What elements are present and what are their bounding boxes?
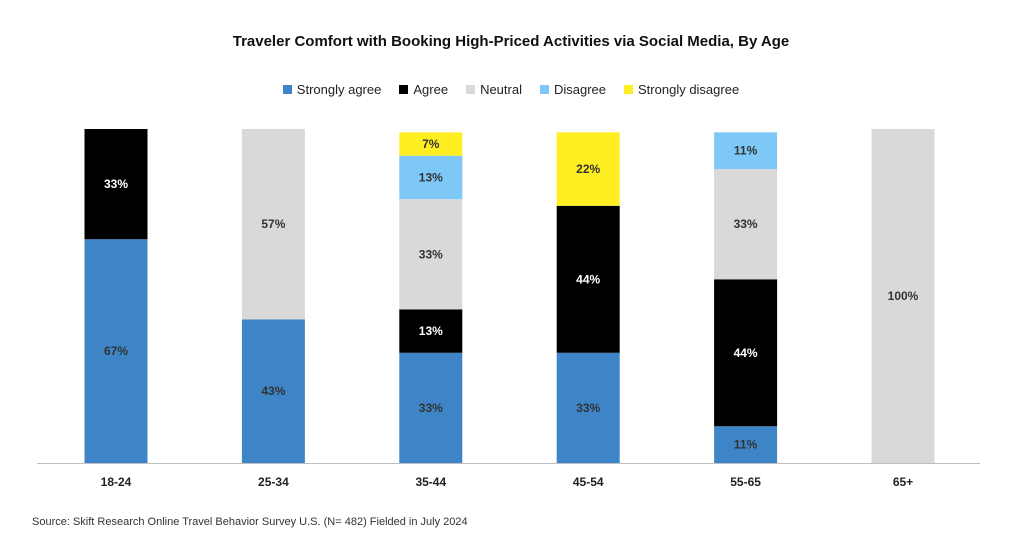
data-label: 33%	[419, 401, 443, 415]
bar-segment-strongly-agree-18-24	[84, 239, 148, 463]
legend-swatch	[399, 85, 409, 94]
legend-item-agree: Agree	[399, 82, 448, 97]
bar-segment-strongly-agree-25-34	[241, 319, 305, 463]
data-label: 13%	[419, 170, 443, 184]
data-label: 67%	[104, 344, 128, 358]
data-label: 33%	[104, 177, 128, 191]
legend-swatch	[624, 85, 634, 94]
data-label: 57%	[261, 217, 285, 231]
x-tick-label: 35-44	[415, 475, 446, 489]
bar-segment-neutral-55-65	[714, 169, 778, 280]
data-label: 100%	[888, 289, 919, 303]
data-label: 11%	[734, 144, 758, 158]
data-label: 44%	[734, 346, 758, 360]
bar-segment-agree-18-24	[84, 129, 148, 240]
legend-item-neutral: Neutral	[466, 82, 522, 97]
data-label: 33%	[419, 247, 443, 261]
bar-segment-agree-45-54	[556, 205, 620, 353]
x-tick-label: 55-65	[730, 475, 761, 489]
legend-item-disagree: Disagree	[539, 82, 607, 97]
chart-title: Traveler Comfort with Booking High-Price…	[232, 33, 790, 50]
legend-item-strongly-agree: Strongly agree	[282, 82, 382, 97]
bar-segment-neutral-25-34	[241, 129, 305, 320]
data-label: 13%	[419, 324, 443, 338]
legend-swatch	[539, 85, 549, 94]
legend-item-strongly-disagree: Strongly disagree	[624, 82, 739, 97]
data-label: 22%	[576, 162, 600, 176]
bar-segment-neutral-65+	[871, 129, 935, 463]
x-tick-label: 25-34	[258, 475, 289, 489]
bar-segment-neutral-35-44	[399, 199, 463, 310]
bar-segment-strongly-disagree-45-54	[556, 132, 620, 206]
data-label: 33%	[576, 401, 600, 415]
bar-segment-agree-55-65	[714, 279, 778, 427]
data-label: 33%	[734, 217, 758, 231]
legend-swatch	[466, 85, 476, 94]
legend-label: Neutral	[480, 82, 522, 97]
x-tick-label: 65+	[893, 475, 913, 489]
bar-segment-strongly-agree-55-65	[714, 426, 778, 463]
legend-swatch	[282, 85, 292, 94]
legend-label: Agree	[413, 82, 449, 97]
bar-segment-strongly-agree-45-54	[556, 352, 620, 463]
data-label: 11%	[734, 438, 758, 452]
legend-label: Disagree	[553, 82, 607, 97]
legend-label: Strongly disagree	[638, 82, 740, 97]
source-note: Source: Skift Research Online Travel Beh…	[32, 516, 468, 528]
data-label: 7%	[422, 137, 440, 151]
x-tick-label: 18-24	[101, 475, 132, 489]
bar-segment-agree-35-44	[399, 309, 463, 353]
legend-label: Strongly agree	[296, 82, 382, 97]
bar-segment-disagree-35-44	[399, 155, 463, 200]
bar-segment-strongly-disagree-35-44	[399, 132, 463, 156]
bar-segment-disagree-55-65	[714, 132, 778, 170]
data-label: 43%	[261, 384, 285, 398]
data-label: 44%	[576, 272, 600, 286]
legend: Strongly agree Agree Neutral Disagree Strong…	[0, 82, 1022, 97]
bar-segment-strongly-agree-35-44	[399, 352, 463, 463]
x-tick-label: 45-54	[573, 475, 604, 489]
